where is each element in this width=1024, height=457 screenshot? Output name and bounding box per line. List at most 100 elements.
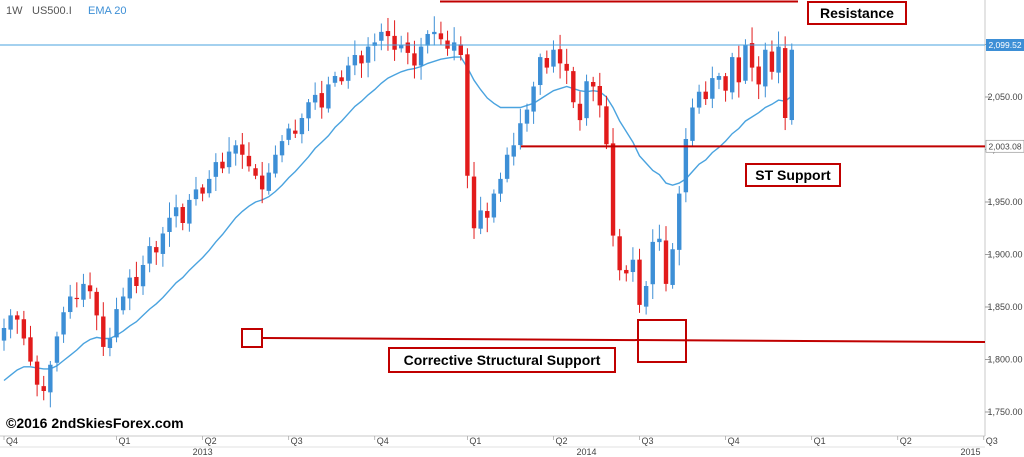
candle-bear: [246, 155, 252, 167]
x-year-label: 2015: [961, 447, 981, 457]
candle-bull: [127, 277, 132, 299]
watermark: ©2016 2ndSkiesForex.com: [6, 415, 184, 431]
candle-bull: [1, 327, 7, 341]
candle-bear: [154, 247, 159, 253]
candle-bull: [352, 54, 358, 66]
candle-bull: [365, 46, 371, 63]
candle-bear: [319, 93, 324, 108]
candle-bull: [226, 151, 232, 168]
candle-bear: [571, 71, 576, 103]
candle-bull: [716, 75, 722, 80]
candle-bull: [418, 46, 424, 66]
candle-bear: [590, 81, 596, 87]
candle-bull: [346, 65, 351, 81]
candle-bull: [531, 86, 536, 112]
candle-bear: [458, 44, 463, 55]
candle-bear: [703, 91, 708, 100]
price-tag-current: 2,099.52: [986, 39, 1024, 51]
y-tick-label: 1,950.00: [987, 197, 1022, 207]
candle-bear: [74, 297, 80, 300]
st-support-label: ST Support: [755, 167, 831, 183]
candle-bear: [465, 54, 470, 176]
candle-bull: [776, 46, 781, 73]
candle-bear: [259, 175, 265, 190]
x-quarter-label: Q4: [6, 436, 18, 446]
candle-bear: [412, 53, 417, 66]
candle-bull: [511, 145, 516, 157]
corrective-support-marker-right: [637, 319, 687, 363]
candle-bull: [207, 178, 212, 194]
candle-bear: [577, 103, 583, 121]
candle-bear: [101, 316, 106, 347]
candle-bull: [68, 296, 73, 313]
x-quarter-label: Q4: [728, 436, 740, 446]
candle-bear: [610, 143, 616, 236]
candle-bear: [385, 31, 391, 37]
candle-bear: [28, 337, 33, 362]
candle-bull: [213, 162, 219, 177]
candle-bull: [538, 57, 543, 86]
candle-bull: [696, 91, 702, 108]
ema-20-path: [3, 56, 793, 382]
candle-bull: [491, 193, 497, 218]
candle-bull: [326, 84, 331, 109]
candle-bear: [749, 43, 755, 68]
candle-bull: [379, 31, 384, 41]
candle-bull: [61, 312, 66, 335]
price-tag-current-label: 2,099.52: [988, 40, 1021, 50]
corrective-support-box: [388, 347, 616, 373]
candle-bull: [332, 75, 338, 83]
candle-bull: [233, 145, 238, 154]
candle-bear: [21, 319, 27, 339]
candle-bear: [597, 85, 602, 106]
candle-bull: [710, 78, 715, 99]
symbol-label[interactable]: US500.I: [32, 5, 72, 17]
candles: [1, 16, 794, 408]
candle-bear: [220, 161, 225, 169]
candle-bull: [630, 259, 636, 273]
candle-bear: [736, 57, 742, 83]
candle-bull: [677, 193, 682, 250]
candle-bull: [504, 154, 510, 179]
candle-bull: [584, 81, 589, 119]
candle-bear: [544, 58, 550, 68]
candle-bull: [551, 49, 556, 67]
candle-bull: [147, 246, 152, 264]
candle-bull: [498, 178, 503, 194]
candle-bull: [81, 283, 86, 300]
candle-bear: [15, 315, 20, 320]
candle-bull: [425, 33, 430, 46]
candle-bull: [524, 109, 530, 124]
candle-bear: [293, 130, 298, 134]
timeframe-label[interactable]: 1W: [6, 5, 23, 17]
ema-20-line: [3, 56, 793, 382]
annotations: Resistance ST Support Corrective Structu…: [241, 0, 986, 373]
candle-bear: [485, 211, 490, 218]
candle-bull: [478, 210, 483, 229]
x-quarter-label: Q4: [377, 436, 389, 446]
x-quarter-label: Q2: [205, 436, 217, 446]
candle-bear: [405, 42, 411, 53]
candle-bull: [399, 44, 404, 49]
x-year-label: 2014: [577, 447, 597, 457]
price-axis: 2,100.002,050.002,000.001,950.001,900.00…: [985, 39, 1023, 417]
candle-bull: [54, 336, 60, 363]
x-quarter-label: Q1: [469, 436, 481, 446]
candle-bull: [518, 123, 523, 146]
candle-bull: [273, 154, 278, 174]
x-quarter-label: Q1: [119, 436, 131, 446]
candle-bear: [604, 106, 609, 145]
candle-bear: [471, 176, 477, 229]
candle-bear: [564, 63, 569, 71]
candle-bull: [167, 217, 172, 232]
candle-bear: [723, 76, 728, 91]
candle-bear: [87, 285, 93, 292]
candle-bull: [451, 42, 457, 51]
candle-bull: [432, 31, 437, 35]
candle-bull: [107, 338, 113, 349]
y-tick-label: 1,900.00: [987, 249, 1022, 259]
indicator-label[interactable]: EMA 20: [88, 5, 127, 17]
candle-bull: [8, 315, 13, 330]
x-quarter-label: Q1: [814, 436, 826, 446]
